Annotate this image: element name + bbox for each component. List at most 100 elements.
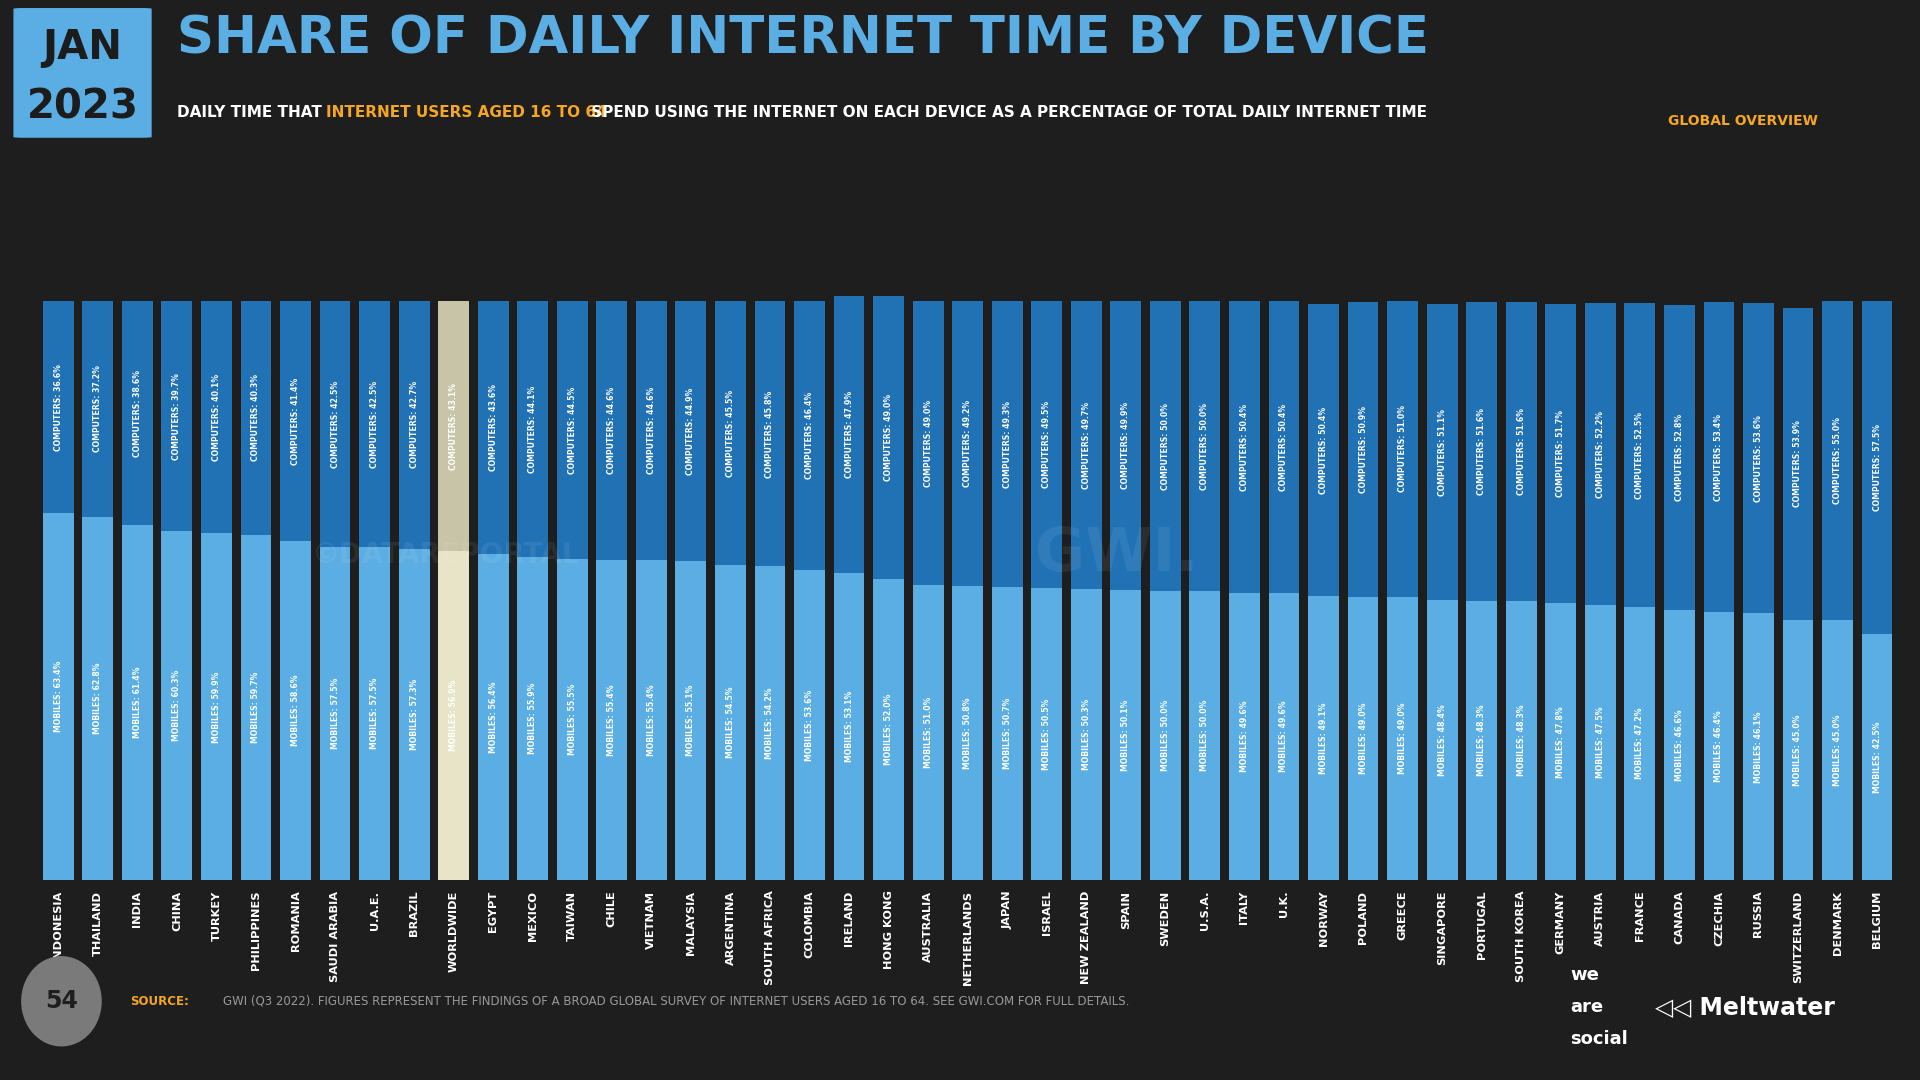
Text: MOBILES: 55.1%: MOBILES: 55.1% bbox=[687, 685, 695, 756]
Text: MOBILES: 55.9%: MOBILES: 55.9% bbox=[528, 683, 538, 754]
Bar bbox=[557, 559, 588, 880]
Text: COMPUTERS: 37.2%: COMPUTERS: 37.2% bbox=[94, 365, 102, 453]
Bar bbox=[833, 296, 864, 572]
Text: MOBILES: 56.4%: MOBILES: 56.4% bbox=[490, 681, 497, 753]
Bar bbox=[597, 559, 628, 880]
Bar bbox=[795, 301, 826, 570]
Text: ROMANIA: ROMANIA bbox=[290, 891, 301, 951]
Bar bbox=[1584, 605, 1617, 880]
Text: COMPUTERS: 42.5%: COMPUTERS: 42.5% bbox=[330, 381, 340, 468]
Text: COMPUTERS: 50.9%: COMPUTERS: 50.9% bbox=[1359, 406, 1367, 492]
Text: BRAZIL: BRAZIL bbox=[409, 891, 419, 936]
Bar bbox=[557, 301, 588, 559]
Bar bbox=[912, 585, 943, 880]
Text: MOBILES: 58.6%: MOBILES: 58.6% bbox=[292, 675, 300, 746]
Bar bbox=[438, 551, 468, 880]
Text: MOBILES: 57.5%: MOBILES: 57.5% bbox=[371, 678, 378, 750]
Bar bbox=[516, 556, 549, 880]
Text: COMPUTERS: 43.6%: COMPUTERS: 43.6% bbox=[490, 384, 497, 471]
Text: RUSSIA: RUSSIA bbox=[1753, 891, 1763, 937]
Text: COMPUTERS: 44.5%: COMPUTERS: 44.5% bbox=[568, 387, 576, 474]
Text: U.S.A.: U.S.A. bbox=[1200, 891, 1210, 930]
Text: COMPUTERS: 45.8%: COMPUTERS: 45.8% bbox=[766, 390, 774, 477]
Text: COMPUTERS: 51.6%: COMPUTERS: 51.6% bbox=[1517, 408, 1526, 495]
Text: COMPUTERS: 50.4%: COMPUTERS: 50.4% bbox=[1279, 404, 1288, 490]
Bar bbox=[202, 301, 232, 534]
Text: COMPUTERS: 51.7%: COMPUTERS: 51.7% bbox=[1557, 410, 1565, 498]
Bar bbox=[1269, 593, 1300, 880]
Text: ITALY: ITALY bbox=[1240, 891, 1250, 924]
Text: MOBILES: 56.9%: MOBILES: 56.9% bbox=[449, 679, 459, 752]
Text: DAILY TIME THAT: DAILY TIME THAT bbox=[177, 105, 326, 120]
Bar bbox=[1862, 301, 1893, 634]
Text: MOBILES: 46.1%: MOBILES: 46.1% bbox=[1755, 711, 1763, 783]
Text: COMPUTERS: 40.3%: COMPUTERS: 40.3% bbox=[252, 375, 261, 461]
Text: COLOMBIA: COLOMBIA bbox=[804, 891, 814, 958]
Bar bbox=[1546, 305, 1576, 604]
Bar bbox=[912, 301, 943, 585]
Text: INTERNET USERS AGED 16 TO 64: INTERNET USERS AGED 16 TO 64 bbox=[326, 105, 607, 120]
Text: COMPUTERS: 53.9%: COMPUTERS: 53.9% bbox=[1793, 420, 1803, 508]
Text: PORTUGAL: PORTUGAL bbox=[1476, 891, 1486, 959]
Bar bbox=[1665, 305, 1695, 610]
Text: MOBILES: 42.5%: MOBILES: 42.5% bbox=[1872, 721, 1882, 793]
Text: MOBILES: 57.5%: MOBILES: 57.5% bbox=[330, 678, 340, 750]
Bar bbox=[1546, 604, 1576, 880]
Bar bbox=[399, 301, 430, 549]
Text: MOBILES: 48.4%: MOBILES: 48.4% bbox=[1438, 704, 1446, 777]
Bar bbox=[280, 541, 311, 880]
Bar bbox=[1110, 590, 1140, 880]
Text: ◁◁ Meltwater: ◁◁ Meltwater bbox=[1655, 995, 1836, 1020]
Bar bbox=[438, 301, 468, 551]
Bar bbox=[1624, 303, 1655, 607]
Bar bbox=[1071, 301, 1102, 589]
Bar bbox=[1031, 301, 1062, 588]
Text: NEW ZEALAND: NEW ZEALAND bbox=[1081, 891, 1091, 984]
Bar bbox=[1269, 301, 1300, 593]
Text: COMPUTERS: 53.4%: COMPUTERS: 53.4% bbox=[1715, 414, 1724, 500]
Text: COMPUTERS: 46.4%: COMPUTERS: 46.4% bbox=[804, 392, 814, 480]
Text: U.K.: U.K. bbox=[1279, 891, 1288, 917]
Text: COMPUTERS: 45.5%: COMPUTERS: 45.5% bbox=[726, 390, 735, 476]
Text: COMPUTERS: 43.1%: COMPUTERS: 43.1% bbox=[449, 382, 459, 470]
Bar bbox=[874, 579, 904, 880]
Text: MOBILES: 63.4%: MOBILES: 63.4% bbox=[54, 661, 63, 732]
Bar bbox=[1584, 303, 1617, 605]
Bar bbox=[1703, 302, 1734, 611]
Bar bbox=[1348, 302, 1379, 596]
Text: are: are bbox=[1571, 998, 1603, 1016]
Text: MOBILES: 45.0%: MOBILES: 45.0% bbox=[1834, 714, 1841, 786]
Text: MOBILES: 47.8%: MOBILES: 47.8% bbox=[1557, 706, 1565, 778]
Text: VIETNAM: VIETNAM bbox=[647, 891, 657, 948]
Text: ©DATAREPORTAL: ©DATAREPORTAL bbox=[311, 541, 580, 568]
Text: SWEDEN: SWEDEN bbox=[1160, 891, 1171, 946]
Text: 54: 54 bbox=[44, 989, 79, 1013]
Text: COMPUTERS: 57.5%: COMPUTERS: 57.5% bbox=[1872, 424, 1882, 511]
Text: COMPUTERS: 47.9%: COMPUTERS: 47.9% bbox=[845, 391, 854, 477]
Text: THAILAND: THAILAND bbox=[92, 891, 104, 956]
Text: MOBILES: 62.8%: MOBILES: 62.8% bbox=[94, 663, 102, 734]
Text: MOBILES: 48.3%: MOBILES: 48.3% bbox=[1517, 704, 1526, 777]
Bar bbox=[1308, 305, 1338, 596]
Text: NORWAY: NORWAY bbox=[1319, 891, 1329, 946]
Bar bbox=[359, 301, 390, 548]
Text: SHARE OF DAILY INTERNET TIME BY DEVICE: SHARE OF DAILY INTERNET TIME BY DEVICE bbox=[177, 14, 1428, 65]
Bar bbox=[676, 301, 707, 562]
Bar bbox=[714, 301, 745, 565]
Bar bbox=[240, 301, 271, 535]
Bar bbox=[1110, 301, 1140, 590]
Text: DENMARK: DENMARK bbox=[1832, 891, 1843, 955]
Text: MOBILES: 46.4%: MOBILES: 46.4% bbox=[1715, 710, 1724, 782]
Text: MOBILES: 50.7%: MOBILES: 50.7% bbox=[1002, 698, 1012, 769]
Text: FRANCE: FRANCE bbox=[1634, 891, 1645, 942]
Text: MOBILES: 54.2%: MOBILES: 54.2% bbox=[766, 688, 774, 759]
Text: SOURCE:: SOURCE: bbox=[131, 995, 190, 1008]
Text: 2023: 2023 bbox=[27, 87, 138, 127]
Text: MOBILES: 57.3%: MOBILES: 57.3% bbox=[409, 678, 419, 750]
Text: BELGIUM: BELGIUM bbox=[1872, 891, 1882, 948]
Text: COMPUTERS: 49.5%: COMPUTERS: 49.5% bbox=[1043, 401, 1052, 488]
Text: COMPUTERS: 49.2%: COMPUTERS: 49.2% bbox=[964, 401, 972, 487]
Text: GWI (Q3 2022). FIGURES REPRESENT THE FINDINGS OF A BROAD GLOBAL SURVEY OF INTERN: GWI (Q3 2022). FIGURES REPRESENT THE FIN… bbox=[223, 995, 1129, 1008]
Text: COMPUTERS: 38.6%: COMPUTERS: 38.6% bbox=[132, 369, 142, 457]
Bar bbox=[1862, 634, 1893, 880]
